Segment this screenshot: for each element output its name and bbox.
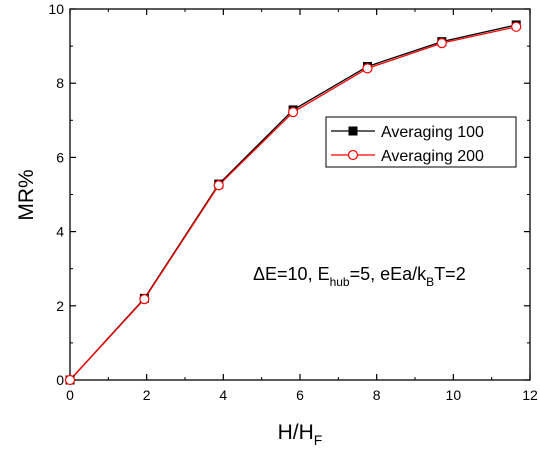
- y-tick-label: 6: [56, 149, 64, 165]
- x-tick-label: 0: [66, 387, 74, 403]
- plot-frame: [69, 8, 531, 381]
- x-axis-title-main: H/H: [278, 421, 314, 444]
- y-tick-label: 0: [56, 372, 64, 388]
- y-tick-label: 8: [56, 75, 64, 91]
- x-tick-label: 8: [373, 387, 381, 403]
- series-2-point: [511, 21, 522, 32]
- annotation-part-2: =5, eEa/k: [350, 264, 428, 284]
- series-2-point: [139, 294, 150, 305]
- parameter-annotation: ΔE=10, Ehub=5, eEa/kBT=2: [253, 264, 466, 289]
- annotation-sub-hub: hub: [330, 275, 350, 289]
- y-tick-label: 4: [56, 224, 64, 240]
- series-2-point: [288, 107, 299, 118]
- y-axis-title: MR%: [15, 169, 38, 220]
- legend: Averaging 100 Averaging 200: [325, 116, 517, 168]
- series-layer: [64, 20, 522, 386]
- series-2-point: [64, 374, 76, 386]
- legend-marker-1: [348, 126, 358, 136]
- x-tick-label: 2: [143, 387, 151, 403]
- x-axis-title-sub: F: [314, 432, 323, 448]
- y-tick-label: 10: [48, 1, 64, 17]
- x-tick-labels: 0 2 4 6 8 10 12: [66, 387, 538, 403]
- y-tick-labels: 0 2 4 6 8 10: [48, 1, 64, 388]
- annotation-part-3: T=2: [434, 264, 466, 284]
- x-tick-label: 4: [219, 387, 227, 403]
- series-2-point: [362, 63, 373, 74]
- legend-label-2: Averaging 200: [381, 148, 484, 165]
- y-tick-label: 2: [56, 298, 64, 314]
- x-tick-label: 6: [296, 387, 304, 403]
- annotation-part-1: ΔE=10, E: [253, 264, 330, 284]
- series-line-1: [69, 24, 517, 381]
- series-2-point: [213, 180, 224, 191]
- annotation-sub-b: B: [426, 275, 434, 289]
- axis-ticks: [69, 8, 531, 381]
- legend-marker-2: [347, 149, 359, 161]
- legend-label-1: Averaging 100: [381, 124, 484, 141]
- x-axis-title: H/HF: [278, 421, 323, 448]
- legend-box: [325, 116, 517, 168]
- series-2-point: [436, 38, 447, 49]
- x-tick-label: 10: [446, 387, 462, 403]
- series-line-2: [69, 26, 517, 381]
- x-tick-label: 12: [522, 387, 538, 403]
